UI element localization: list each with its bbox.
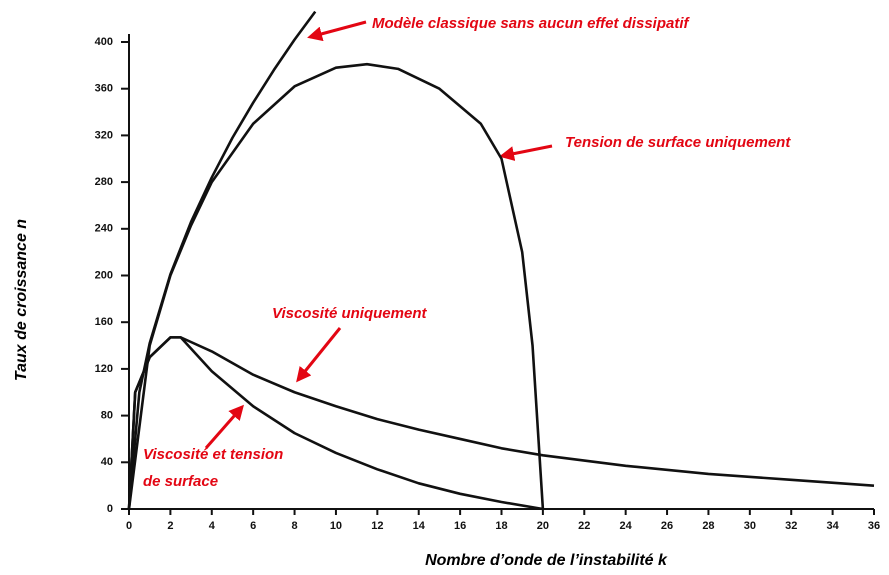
y-tick-label: 40 bbox=[101, 456, 113, 468]
x-tick-label: 4 bbox=[209, 520, 216, 532]
x-tick-label: 30 bbox=[744, 520, 756, 532]
curve bbox=[127, 62, 545, 510]
y-tick-label: 320 bbox=[95, 129, 113, 141]
curve-label: Modèle classique sans aucun effet dissip… bbox=[372, 15, 690, 32]
arrow bbox=[296, 327, 342, 383]
curve bbox=[127, 10, 317, 510]
curve-label: Viscosité et tension bbox=[143, 446, 283, 463]
y-tick-label: 120 bbox=[95, 363, 113, 375]
x-tick-label: 12 bbox=[371, 520, 383, 532]
y-tick-label: 80 bbox=[101, 410, 113, 422]
curve-label: Tension de surface uniquement bbox=[565, 134, 791, 151]
x-tick-label: 6 bbox=[250, 520, 256, 532]
x-tick-label: 20 bbox=[537, 520, 549, 532]
y-tick-label: 160 bbox=[95, 316, 113, 328]
curve-label: Viscosité uniquement bbox=[272, 305, 427, 322]
x-tick-label: 22 bbox=[578, 520, 590, 532]
y-tick-label: 360 bbox=[95, 83, 113, 95]
curve bbox=[127, 336, 875, 510]
curve bbox=[127, 336, 544, 511]
curve-label: de surface bbox=[143, 473, 218, 490]
y-tick-label: 400 bbox=[95, 36, 113, 48]
x-tick-label: 14 bbox=[413, 520, 426, 532]
x-tick-label: 26 bbox=[661, 520, 673, 532]
x-tick-label: 36 bbox=[868, 520, 880, 532]
x-tick-label: 34 bbox=[826, 520, 839, 532]
x-tick-label: 28 bbox=[702, 520, 714, 532]
y-axis-label: Taux de croissance n bbox=[13, 219, 30, 381]
x-tick-label: 8 bbox=[291, 520, 297, 532]
arrows bbox=[204, 20, 553, 449]
y-tick-label: 200 bbox=[95, 269, 113, 281]
x-tick-label: 0 bbox=[126, 520, 132, 532]
y-tick-label: 280 bbox=[95, 176, 113, 188]
x-tick-label: 24 bbox=[620, 520, 633, 532]
x-tick-label: 16 bbox=[454, 520, 466, 532]
x-axis-label: Nombre d’onde de l’instabilité k bbox=[425, 552, 668, 569]
arrow bbox=[307, 20, 367, 42]
y-tick-label: 0 bbox=[107, 503, 113, 515]
x-tick-label: 10 bbox=[330, 520, 342, 532]
x-tick-label: 2 bbox=[167, 520, 173, 532]
x-tick-label: 32 bbox=[785, 520, 797, 532]
y-tick-label: 240 bbox=[95, 223, 113, 235]
x-tick-label: 18 bbox=[495, 520, 507, 532]
arrow bbox=[204, 404, 244, 449]
arrow bbox=[499, 144, 553, 162]
